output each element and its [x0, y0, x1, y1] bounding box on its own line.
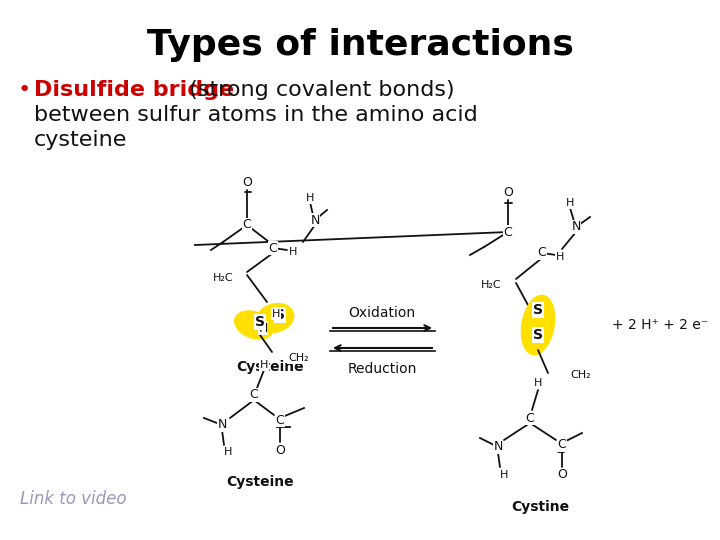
Text: Reduction: Reduction — [347, 362, 417, 376]
Text: CH₂: CH₂ — [570, 370, 590, 380]
Text: •: • — [18, 80, 31, 100]
Text: cysteine: cysteine — [34, 130, 127, 150]
Text: Link to video: Link to video — [20, 490, 127, 508]
Text: Disulfide bridge: Disulfide bridge — [34, 80, 234, 100]
Text: Cystine: Cystine — [511, 500, 569, 514]
Text: H: H — [289, 247, 297, 257]
Text: C: C — [526, 411, 534, 424]
Text: H: H — [224, 447, 232, 457]
Text: C: C — [557, 438, 567, 451]
Text: H₂C: H₂C — [482, 280, 502, 290]
Text: Cysteine: Cysteine — [226, 475, 294, 489]
Text: Types of interactions: Types of interactions — [147, 28, 573, 62]
Text: (strong covalent bonds): (strong covalent bonds) — [182, 80, 454, 100]
Text: C: C — [503, 226, 513, 239]
Text: Cysteine: Cysteine — [236, 360, 304, 374]
Text: N: N — [310, 213, 320, 226]
Text: H: H — [306, 193, 314, 203]
Text: H: H — [500, 470, 508, 480]
Text: H: H — [534, 378, 542, 388]
Text: N: N — [217, 418, 227, 431]
Text: C: C — [269, 241, 277, 254]
Text: N: N — [571, 220, 581, 233]
Text: C: C — [243, 219, 251, 232]
Text: H: H — [260, 360, 268, 370]
Text: N: N — [493, 441, 503, 454]
Text: O: O — [557, 469, 567, 482]
Text: H: H — [556, 252, 564, 262]
Text: C: C — [250, 388, 258, 402]
Text: H₂C: H₂C — [212, 273, 233, 283]
Text: + 2 H⁺ + 2 e⁻: + 2 H⁺ + 2 e⁻ — [612, 318, 708, 332]
Ellipse shape — [256, 303, 294, 333]
Text: C: C — [276, 414, 284, 427]
Text: H: H — [272, 309, 280, 319]
Ellipse shape — [235, 311, 274, 339]
Text: S: S — [533, 328, 543, 342]
Text: CH₂: CH₂ — [288, 353, 309, 363]
Text: O: O — [275, 443, 285, 456]
Text: H: H — [566, 198, 574, 208]
Text: O: O — [503, 186, 513, 199]
Text: H: H — [258, 321, 268, 334]
Ellipse shape — [521, 295, 554, 355]
Text: Oxidation: Oxidation — [348, 306, 415, 320]
Text: C: C — [538, 246, 546, 260]
Text: S: S — [275, 308, 285, 322]
Text: S: S — [533, 303, 543, 317]
Text: between sulfur atoms in the amino acid: between sulfur atoms in the amino acid — [34, 105, 478, 125]
Text: O: O — [242, 176, 252, 188]
Text: S: S — [255, 315, 265, 329]
